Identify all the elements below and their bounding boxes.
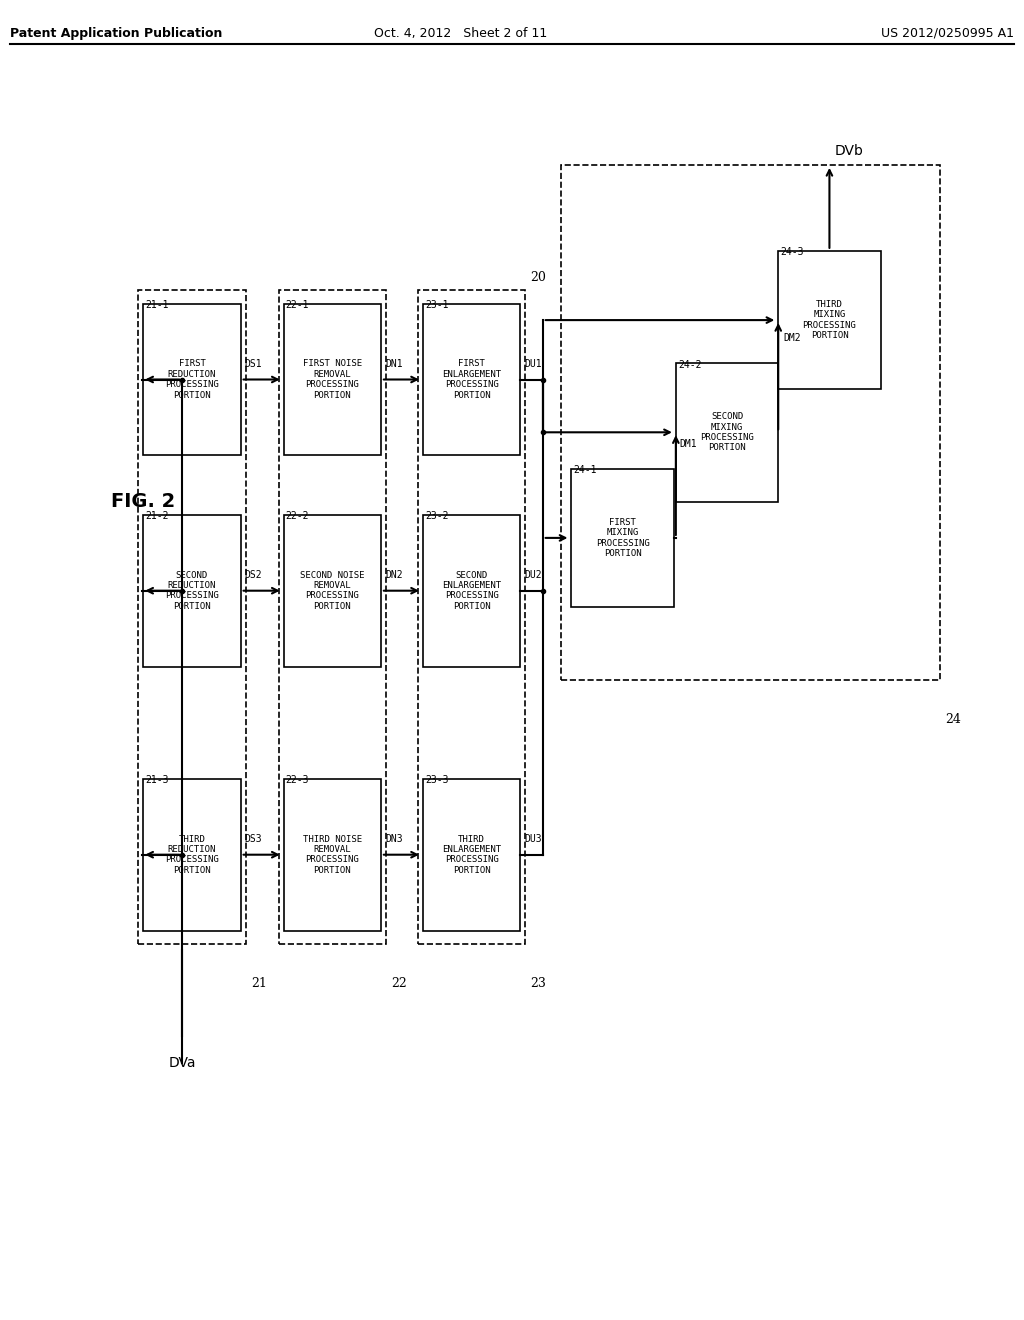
Text: 21-3: 21-3 [145,775,169,785]
Bar [571,469,674,607]
Text: THIRD
MIXING
PROCESSING
PORTION: THIRD MIXING PROCESSING PORTION [803,300,856,341]
Text: US 2012/0250995 A1: US 2012/0250995 A1 [881,26,1014,40]
Text: SECOND
MIXING
PROCESSING
PORTION: SECOND MIXING PROCESSING PORTION [700,412,754,453]
Text: DN1: DN1 [385,359,402,368]
Bar [423,304,520,455]
Text: 21: 21 [251,977,267,990]
Text: DU1: DU1 [524,359,542,368]
Text: DM1: DM1 [679,438,696,449]
Text: FIG. 2: FIG. 2 [112,492,175,511]
Text: DVa: DVa [169,1056,196,1071]
Text: 23-2: 23-2 [425,511,449,521]
Text: DM2: DM2 [783,333,801,343]
Text: 22-3: 22-3 [286,775,309,785]
Text: DVb: DVb [835,144,863,158]
Text: 23-3: 23-3 [425,775,449,785]
Text: FIRST
REDUCTION
PROCESSING
PORTION: FIRST REDUCTION PROCESSING PORTION [165,359,219,400]
Text: DN2: DN2 [385,570,402,581]
Bar [138,290,246,944]
Text: Oct. 4, 2012   Sheet 2 of 11: Oct. 4, 2012 Sheet 2 of 11 [374,26,548,40]
Bar [561,165,940,680]
Bar [778,251,881,389]
Bar [143,779,241,931]
Bar [423,515,520,667]
Text: 24-1: 24-1 [573,465,597,475]
Bar [279,290,386,944]
Bar [676,363,778,502]
Text: 23: 23 [530,977,547,990]
Text: Patent Application Publication: Patent Application Publication [10,26,222,40]
Text: 23-1: 23-1 [425,300,449,310]
Bar [284,515,381,667]
Text: DS1: DS1 [245,359,262,368]
Text: 24-3: 24-3 [780,247,804,257]
Text: THIRD
ENLARGEMENT
PROCESSING
PORTION: THIRD ENLARGEMENT PROCESSING PORTION [442,834,501,875]
Text: DU3: DU3 [524,834,542,845]
Text: 22-2: 22-2 [286,511,309,521]
Text: SECOND
ENLARGEMENT
PROCESSING
PORTION: SECOND ENLARGEMENT PROCESSING PORTION [442,570,501,611]
Text: SECOND
REDUCTION
PROCESSING
PORTION: SECOND REDUCTION PROCESSING PORTION [165,570,219,611]
Text: FIRST NOISE
REMOVAL
PROCESSING
PORTION: FIRST NOISE REMOVAL PROCESSING PORTION [303,359,361,400]
Bar [284,304,381,455]
Text: 24-2: 24-2 [678,359,701,370]
Bar [143,515,241,667]
Text: 20: 20 [530,271,547,284]
Bar [418,290,525,944]
Text: DN3: DN3 [385,834,402,845]
Text: DU2: DU2 [524,570,542,581]
Text: 22: 22 [391,977,407,990]
Bar [423,779,520,931]
Text: 24: 24 [945,713,962,726]
Text: THIRD NOISE
REMOVAL
PROCESSING
PORTION: THIRD NOISE REMOVAL PROCESSING PORTION [303,834,361,875]
Text: 22-1: 22-1 [286,300,309,310]
Text: FIRST
ENLARGEMENT
PROCESSING
PORTION: FIRST ENLARGEMENT PROCESSING PORTION [442,359,501,400]
Text: FIRST
MIXING
PROCESSING
PORTION: FIRST MIXING PROCESSING PORTION [596,517,649,558]
Text: 21-2: 21-2 [145,511,169,521]
Text: DS3: DS3 [245,834,262,845]
Text: 21-1: 21-1 [145,300,169,310]
Bar [143,304,241,455]
Bar [284,779,381,931]
Text: SECOND NOISE
REMOVAL
PROCESSING
PORTION: SECOND NOISE REMOVAL PROCESSING PORTION [300,570,365,611]
Text: THIRD
REDUCTION
PROCESSING
PORTION: THIRD REDUCTION PROCESSING PORTION [165,834,219,875]
Text: DS2: DS2 [245,570,262,581]
